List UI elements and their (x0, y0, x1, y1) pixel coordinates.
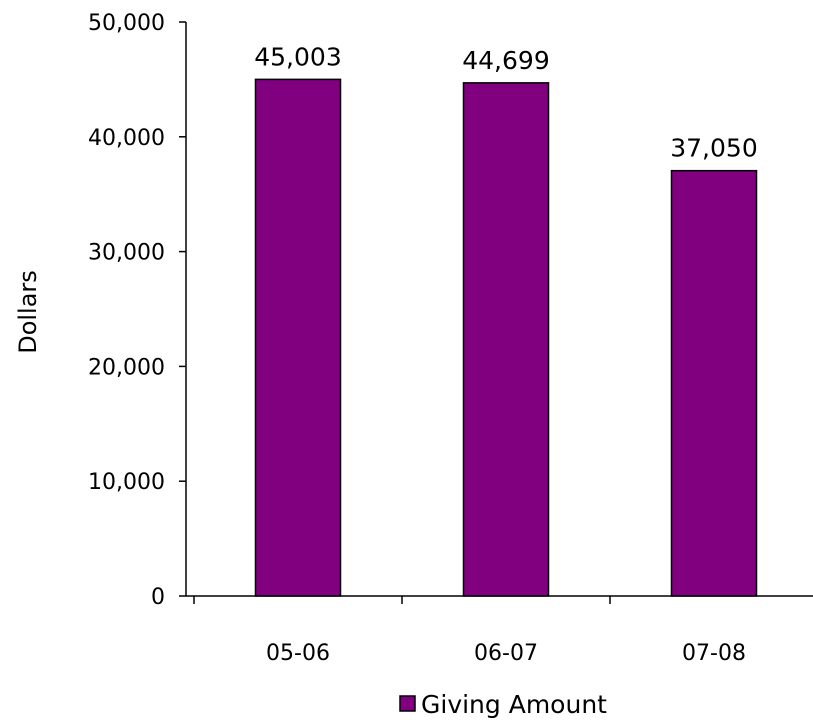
x-tick-label: 06-07 (474, 641, 538, 666)
x-axis: 05-06 06-07 07-08 (186, 595, 813, 666)
y-tick-label: 20,000 (88, 355, 165, 380)
y-tick-label: 10,000 (88, 470, 165, 495)
bar (254, 78, 342, 597)
data-label: 45,003 (254, 42, 341, 71)
y-tick-label: 40,000 (88, 126, 165, 151)
bar (670, 169, 758, 597)
legend: Giving Amount (399, 690, 607, 719)
legend-swatch (399, 695, 416, 712)
x-tick-label: 07-08 (682, 641, 746, 666)
data-label: 37,050 (670, 134, 757, 163)
x-tick-label: 05-06 (266, 641, 330, 666)
y-axis-title: Dollars (14, 270, 42, 354)
y-tick-label: 50,000 (88, 11, 165, 36)
data-labels: 45,003 44,699 37,050 (254, 42, 757, 162)
bars (254, 78, 758, 597)
y-tick-label: 0 (151, 585, 165, 610)
data-label: 44,699 (462, 46, 549, 75)
y-axis: 0 10,000 20,000 30,000 40,000 50,000 (88, 11, 187, 610)
legend-label: Giving Amount (421, 690, 607, 719)
y-tick-label: 30,000 (88, 241, 165, 266)
bar (462, 82, 550, 597)
